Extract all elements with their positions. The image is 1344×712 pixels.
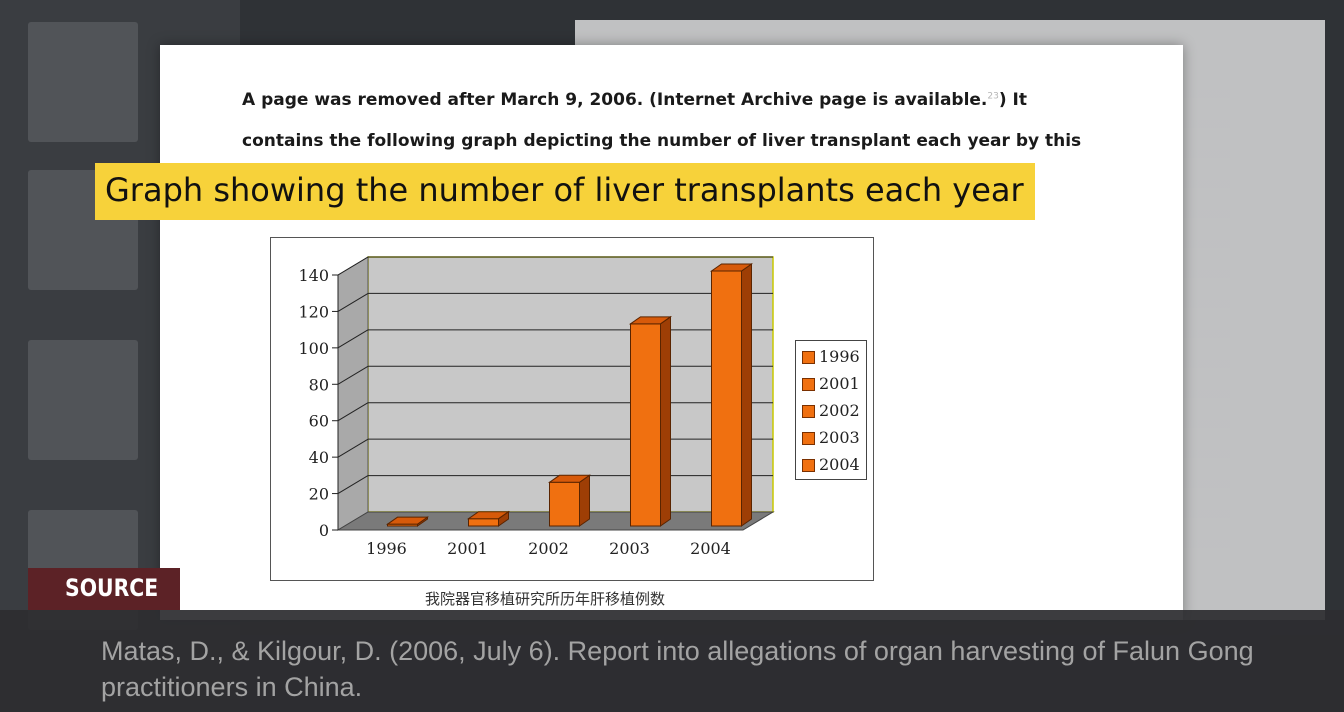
source-tag: SOURCE [28,568,180,610]
caption-banner: Graph showing the number of liver transp… [95,163,1035,220]
document-text-line-2: contains the following graph depicting t… [242,131,1082,151]
legend-swatch [802,351,815,364]
y-tick-label: 0 [319,521,329,540]
y-tick-label: 60 [309,412,329,431]
chart-legend: 1996 2001 2002 2003 2004 [795,340,867,480]
y-tick-label: 40 [309,448,329,467]
bar [711,270,742,527]
bar-side [741,263,752,527]
x-tick-label: 2003 [609,539,650,558]
bar [549,481,580,527]
y-tick-label: 120 [298,302,329,321]
legend-swatch [802,459,815,472]
bar [468,518,499,527]
bar-side [579,474,590,527]
gridline-side [337,475,369,495]
plot-side-wall [337,256,369,531]
x-tick-label: 2004 [690,539,731,558]
gridline-side [337,292,369,312]
legend-label: 2003 [819,428,860,447]
legend-label: 2004 [819,455,860,474]
x-tick-label: 1996 [366,539,407,558]
bar [630,323,661,527]
source-citation: Matas, D., & Kilgour, D. (2006, July 6).… [101,636,1254,702]
footnote-marker[interactable]: 23 [987,91,999,102]
gridline-side [337,402,369,422]
y-tick-label: 20 [309,485,329,504]
source-label: SOURCE [65,574,159,602]
background-text-blur [1180,90,1230,570]
gridline-side [337,256,369,276]
bar-top [709,263,754,272]
gridline-side [337,365,369,385]
legend-swatch [802,432,815,445]
chart-caption: 我院器官移植研究所历年肝移植例数 [425,590,666,608]
gridline-side [337,329,369,349]
legend-label: 2002 [819,401,860,420]
bar-top [385,516,430,525]
x-tick-label: 2001 [447,539,488,558]
lower-third-bar [0,610,1344,712]
bar-top [547,474,592,483]
y-tick-label: 80 [309,375,329,394]
background-thumbnail [28,22,138,142]
document-text-line-1: A page was removed after March 9, 2006. … [242,90,1027,110]
banner-text: Graph showing the number of liver transp… [105,171,1024,209]
bar-top [628,316,673,325]
bar-side [660,315,671,527]
legend-label: 2001 [819,374,860,393]
bar-top [466,511,511,520]
y-tick-label: 100 [298,339,329,358]
legend-label: 1996 [819,347,860,366]
background-thumbnail [28,340,138,460]
x-tick-label: 2002 [528,539,569,558]
y-tick-label: 140 [298,266,329,285]
legend-swatch [802,378,815,391]
gridline-side [337,438,369,458]
legend-swatch [802,405,815,418]
